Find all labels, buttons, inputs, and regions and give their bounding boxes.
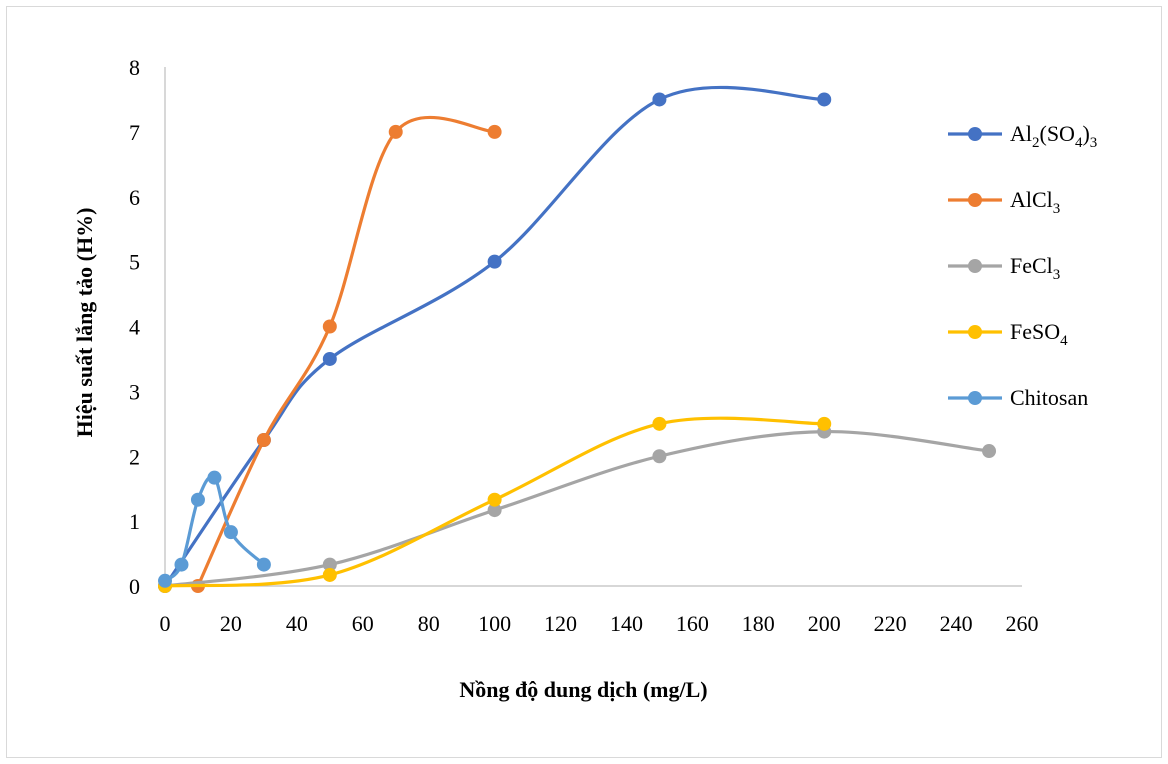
series-layer [158, 85, 997, 593]
legend-marker [968, 259, 982, 273]
x-axis-title: Nồng độ dung dịch (mg/L) [459, 677, 707, 702]
data-point [487, 254, 502, 269]
series-line [164, 429, 990, 588]
chart-frame [6, 6, 1162, 758]
data-point [158, 573, 172, 588]
data-point [322, 351, 337, 366]
series-4 [158, 470, 271, 588]
legend: Al2(SO4)3 AlCl3 FeCl3 FeSO4 Chitosan [948, 121, 1097, 410]
y-tick-label: 6 [129, 185, 140, 210]
x-tick-label: 40 [286, 611, 308, 636]
data-point [652, 416, 667, 431]
x-tick-label: 140 [610, 611, 643, 636]
x-tick-label: 20 [220, 611, 242, 636]
y-tick-label: 3 [129, 379, 140, 404]
x-tick-label: 240 [940, 611, 973, 636]
y-tick-label: 2 [129, 444, 140, 469]
legend-label: FeCl3 [1010, 253, 1060, 283]
x-tick-label: 120 [544, 611, 577, 636]
data-point [322, 567, 337, 582]
x-tick-label: 220 [874, 611, 907, 636]
data-point [982, 444, 997, 459]
data-point [487, 124, 502, 139]
series-1 [190, 115, 502, 593]
data-point [223, 525, 238, 540]
data-point [207, 470, 222, 485]
legend-label: AlCl3 [1010, 187, 1060, 217]
series-0 [158, 85, 832, 593]
y-tick-label: 4 [129, 315, 140, 340]
legend-item: AlCl3 [948, 187, 1060, 217]
legend-label: FeSO4 [1010, 319, 1068, 349]
y-tick-label: 5 [129, 250, 140, 275]
x-tick-label: 200 [808, 611, 841, 636]
legend-item: Al2(SO4)3 [948, 121, 1097, 151]
legend-marker [968, 127, 982, 141]
series-line [196, 115, 495, 587]
legend-item: Chitosan [948, 385, 1088, 410]
y-tick-label: 0 [129, 574, 140, 599]
x-tick-label: 160 [676, 611, 709, 636]
x-tick-label: 0 [160, 611, 171, 636]
x-tick-label: 180 [742, 611, 775, 636]
data-point [652, 449, 667, 464]
y-axis-title: Hiệu suất lắng tảo (H%) [72, 208, 97, 438]
x-tick-label: 100 [478, 611, 511, 636]
data-point [388, 124, 403, 139]
y-tick-label: 7 [129, 120, 140, 145]
data-point [174, 557, 189, 572]
data-point [256, 557, 271, 572]
data-point [190, 492, 205, 507]
data-point [487, 492, 502, 507]
legend-marker [968, 193, 982, 207]
data-point [652, 92, 667, 107]
data-point [817, 416, 832, 431]
data-point [817, 92, 832, 107]
legend-label: Chitosan [1010, 385, 1088, 410]
data-point [487, 503, 502, 518]
data-point [322, 557, 337, 572]
series-2 [158, 424, 997, 593]
legend-item: FeSO4 [948, 319, 1068, 349]
series-line [163, 85, 825, 587]
legend-marker [968, 391, 982, 405]
x-tick-label: 80 [418, 611, 440, 636]
y-tick-label: 8 [129, 55, 140, 80]
legend-marker [968, 325, 982, 339]
data-point [256, 433, 271, 448]
axes: 0 20 40 60 80 100 120 140 160 180 200 220 240 260 0 1 2 3… [129, 55, 1039, 636]
legend-label: Al2(SO4)3 [1010, 121, 1097, 151]
x-tick-label: 60 [352, 611, 374, 636]
x-tick-label: 260 [1006, 611, 1039, 636]
data-point [322, 319, 337, 334]
y-tick-label: 1 [129, 509, 140, 534]
legend-item: FeCl3 [948, 253, 1060, 283]
